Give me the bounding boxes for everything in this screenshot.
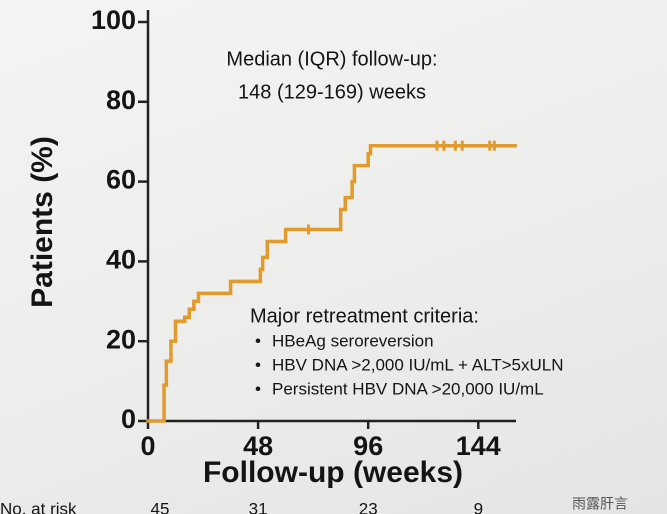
criteria-bullet: • [255, 331, 261, 350]
criteria-item: Persistent HBV DNA >20,000 IU/mL [272, 379, 544, 398]
y-tick-label: 20 [106, 324, 136, 354]
y-tick-label: 60 [106, 165, 136, 195]
criteria-title: Major retreatment criteria: [250, 305, 479, 327]
y-tick-label: 80 [106, 85, 136, 115]
criteria-bullet: • [255, 355, 261, 374]
y-tick-label: 40 [106, 245, 136, 275]
y-tick-label: 100 [91, 5, 136, 35]
y-tick-label: 0 [121, 404, 136, 434]
criteria-bullet: • [255, 379, 261, 398]
at-risk-value: 9 [474, 499, 483, 514]
x-tick-label: 96 [353, 431, 383, 461]
at-risk-value: 45 [151, 499, 170, 514]
at-risk-value: 31 [249, 499, 268, 514]
x-tick-label: 48 [243, 431, 273, 461]
watermark: 雨露肝言 [572, 496, 628, 512]
at-risk-label: No. at risk [0, 499, 77, 514]
criteria-item: HBeAg seroreversion [272, 331, 434, 350]
x-tick-label: 0 [140, 431, 155, 461]
x-tick-label: 144 [456, 431, 501, 461]
annotation: Median (IQR) follow-up: [226, 48, 437, 70]
criteria-item: HBV DNA >2,000 IU/mL + ALT>5xULN [272, 355, 564, 374]
y-axis-title: Patients (%) [26, 136, 59, 308]
x-axis-title: Follow-up (weeks) [203, 456, 463, 489]
annotation: 148 (129-169) weeks [238, 81, 426, 103]
at-risk-value: 23 [359, 499, 378, 514]
